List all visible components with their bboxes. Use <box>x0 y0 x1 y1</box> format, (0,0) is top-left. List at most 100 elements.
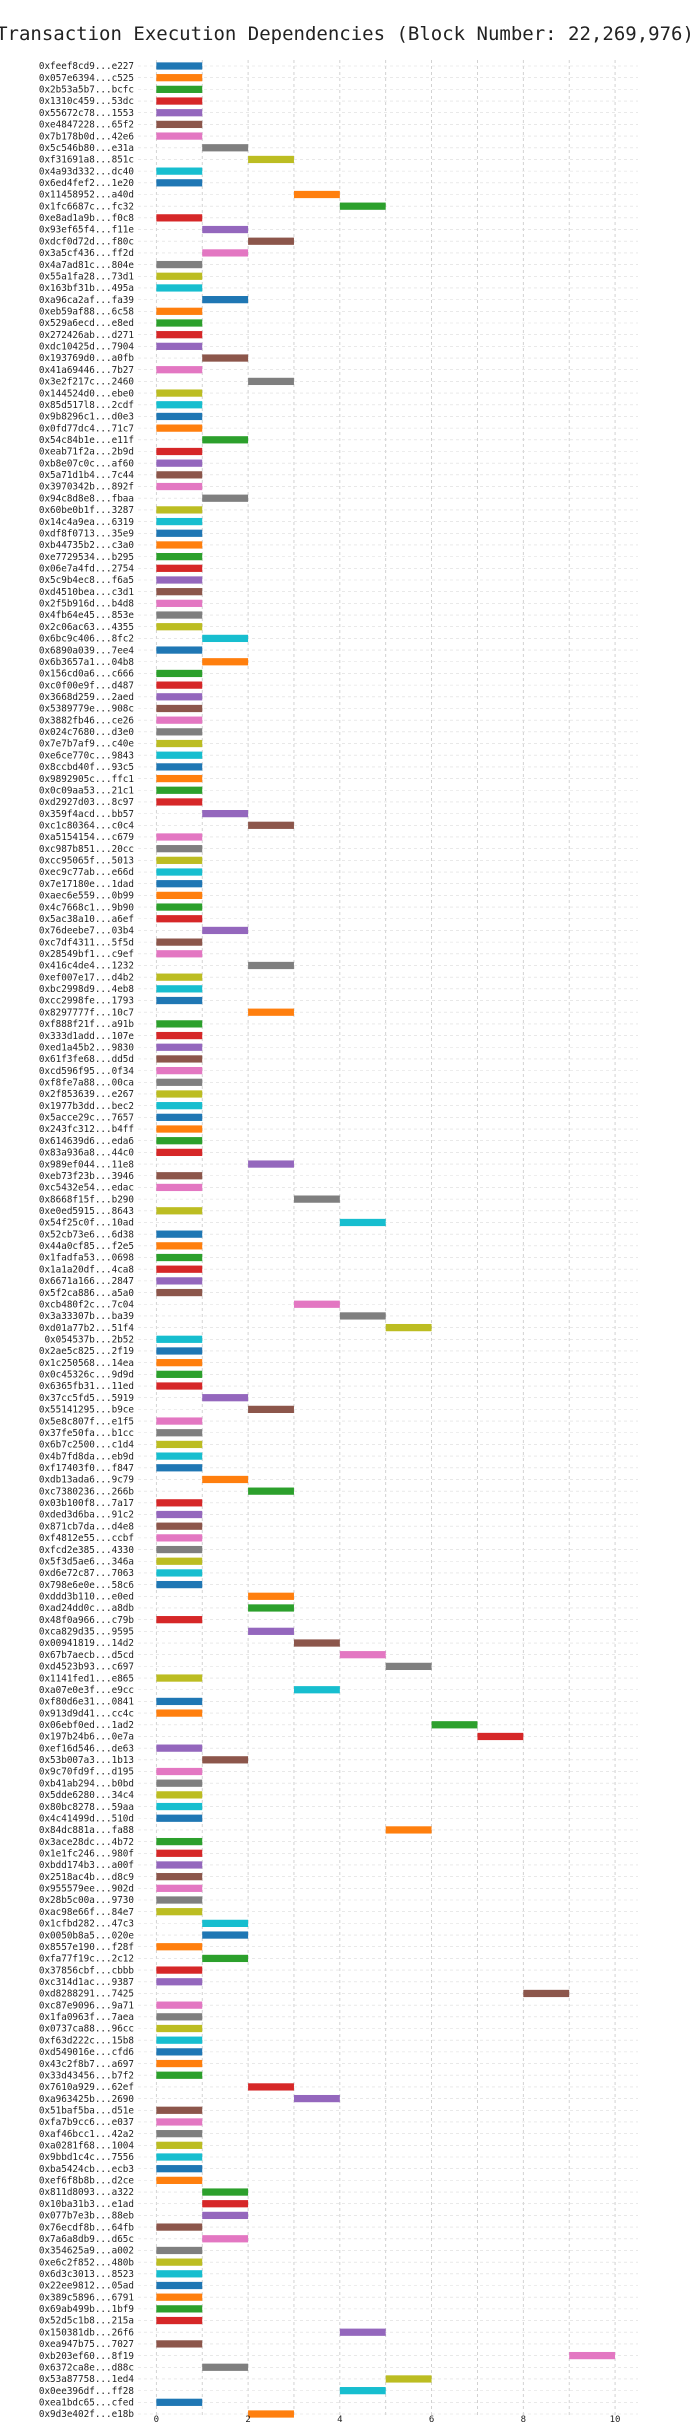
y-tick-label: 0x5acce29c...7657 <box>39 1113 134 1124</box>
y-tick-label: 0x03b100f8...7a17 <box>39 1498 134 1509</box>
y-tick-label: 0x44a0cf85...f2e5 <box>39 1241 134 1252</box>
transaction-bar <box>156 1464 203 1472</box>
y-tick-label: 0xdf8f0713...35e9 <box>39 528 134 539</box>
transaction-bar <box>156 447 203 456</box>
y-tick-label: 0x54f25c0f...10ad <box>39 1218 134 1229</box>
transaction-bar <box>156 506 203 514</box>
transaction-bar <box>202 2188 249 2196</box>
transaction-bar <box>156 1779 203 1787</box>
y-tick-label: 0x1a1a20df...4ca8 <box>39 1264 134 1275</box>
transaction-bar <box>156 996 203 1005</box>
transaction-bar <box>202 1931 249 1939</box>
transaction-bar <box>156 646 203 654</box>
y-tick-label: 0x354625a9...a002 <box>39 2246 134 2257</box>
y-tick-label: 0xc987b851...20cc <box>39 844 134 855</box>
y-tick-label: 0xf8fe7a88...00ca <box>39 1077 134 1088</box>
y-tick-label: 0xf17403f0...f847 <box>39 1463 134 1474</box>
y-tick-label: 0x4fb64e45...853e <box>39 610 135 621</box>
transaction-bar <box>202 2363 249 2371</box>
transaction-bar <box>156 97 203 105</box>
y-tick-label: 0x9b8296c1...d0e3 <box>39 412 134 423</box>
y-tick-label: 0x5f3d5ae6...346a <box>39 1556 134 1567</box>
y-tick-label: 0xf888f21f...a91b <box>39 1019 135 1030</box>
y-tick-label: 0xaec6e559...0b99 <box>39 891 134 902</box>
transaction-bar <box>248 961 294 970</box>
y-tick-label: 0x798e6e0e...58c6 <box>39 1580 134 1591</box>
y-tick-label: 0x7b178b0d...42e6 <box>39 131 134 142</box>
y-tick-label: 0x3668d259...2aed <box>39 692 134 703</box>
transaction-bar <box>202 296 249 304</box>
transaction-bar <box>293 1686 340 1694</box>
x-axis-ticks: 0 2 4 6 8 10 <box>154 2415 621 2425</box>
transaction-bar <box>156 2059 203 2068</box>
y-tick-label: 0x1c250568...14ea <box>39 1358 134 1369</box>
transaction-bar <box>202 249 249 257</box>
transaction-bar <box>156 1347 203 1355</box>
bars <box>156 62 616 2418</box>
y-tick-label: 0xd2927d03...8c97 <box>39 797 134 808</box>
transaction-bar <box>156 576 203 584</box>
transaction-bar <box>156 1043 203 1051</box>
y-tick-label: 0xbdd174b3...a00f <box>39 1860 134 1871</box>
y-tick-label: 0xdc10425d...7904 <box>39 342 135 353</box>
y-tick-label: 0x3e2f217c...2460 <box>39 377 134 388</box>
transaction-bar <box>156 2153 203 2161</box>
transaction-bar <box>156 1557 203 1565</box>
transaction-bar <box>156 1884 203 1892</box>
transaction-bar <box>156 1429 203 1437</box>
y-tick-label: 0x1141fed1...e865 <box>39 1673 134 1684</box>
transaction-bar <box>156 62 203 70</box>
transaction-bar <box>156 1534 203 1542</box>
transaction-bar <box>202 494 249 502</box>
y-tick-label: 0x54c84b1e...e11f <box>39 435 134 446</box>
transaction-bar <box>156 1370 203 1378</box>
transaction-bar <box>156 704 203 713</box>
y-tick-label: 0xfcd2e385...4330 <box>39 1545 134 1556</box>
transaction-bar <box>156 973 203 981</box>
y-tick-label: 0x11458952...a40d <box>39 190 134 201</box>
y-tick-label: 0x333d1add...107e <box>39 1031 135 1042</box>
transaction-bar <box>202 1919 249 1927</box>
y-tick-label: 0x389c5896...6791 <box>39 2292 134 2303</box>
transaction-bar <box>156 424 203 432</box>
y-tick-label: 0x1fc6687c...fc32 <box>39 201 134 212</box>
transaction-bar <box>156 669 203 678</box>
transaction-bar <box>156 1861 203 1869</box>
transaction-bar <box>156 1510 203 1519</box>
transaction-bar <box>156 588 203 596</box>
transaction-bar <box>293 1300 340 1308</box>
transaction-bar <box>156 272 203 280</box>
y-tick-label: 0x1fa0963f...7aea <box>39 2012 134 2023</box>
y-tick-label: 0x93ef65f4...f11e <box>39 225 135 236</box>
y-tick-label: 0x48f0a966...c79b <box>39 1615 135 1626</box>
transaction-bar <box>156 2141 203 2149</box>
transaction-bar <box>156 471 203 479</box>
transaction-bar <box>156 623 203 631</box>
y-tick-label: 0x871cb7da...d4e8 <box>39 1521 134 1532</box>
transaction-bar <box>156 833 203 841</box>
transaction-bar <box>156 529 203 537</box>
y-tick-label: 0x55672c78...1553 <box>39 108 134 119</box>
transaction-bar <box>248 821 294 829</box>
y-tick-label: 0x5c546b80...e31a <box>39 143 134 154</box>
y-tick-label: 0xb41ab294...b0bd <box>39 1778 134 1789</box>
transaction-bar <box>202 2200 249 2208</box>
x-tick-label: 10 <box>610 2415 621 2424</box>
y-tick-label: 0x3a33307b...ba39 <box>39 1311 134 1322</box>
y-tick-label: 0xc1c80364...c0c4 <box>39 821 135 832</box>
y-tick-label: 0x2f5b916d...b4d8 <box>39 599 134 610</box>
transaction-bar <box>156 517 203 526</box>
y-tick-label: 0xca829d35...9595 <box>39 1627 134 1638</box>
y-tick-label: 0x5a71d1b4...7c44 <box>39 470 135 481</box>
transaction-bar <box>248 1627 294 1635</box>
transaction-bar <box>385 1323 432 1332</box>
y-tick-label: 0x52cb73e6...6d38 <box>39 1229 134 1240</box>
transaction-bar <box>293 1639 340 1647</box>
transaction-bar <box>202 810 249 818</box>
transaction-bar <box>156 1966 203 1974</box>
y-tick-label: 0x22ee9812...05ad <box>39 2281 134 2292</box>
transaction-bar <box>156 2013 203 2021</box>
transaction-bar <box>202 225 249 234</box>
transaction-bar <box>202 436 249 444</box>
y-tick-label: 0x8557e190...f28f <box>39 1942 134 1953</box>
